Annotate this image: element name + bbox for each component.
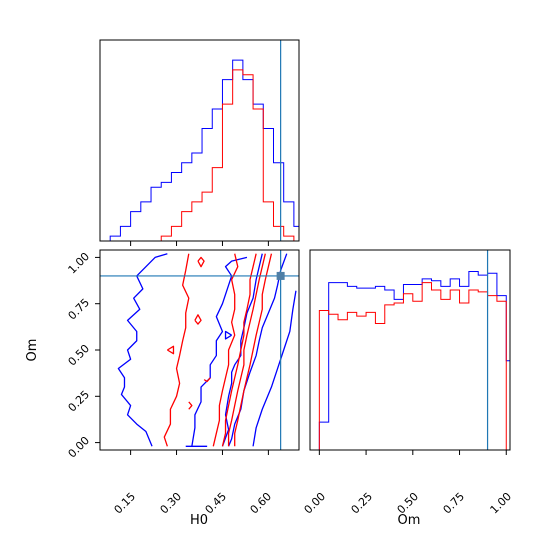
histogram-panel-h0 [99,39,300,246]
panel-frame [99,39,300,242]
histogram-series-blue [310,270,510,451]
histogram-series-blue [100,59,299,242]
contour-line-red [163,253,190,447]
y-tick-label-om: 0.25 [66,388,93,415]
histogram-series-red [100,69,299,242]
contour-line-blue [221,253,263,447]
contour-line-red [234,253,273,447]
contour-lines [117,253,297,447]
contour-line-red [188,401,193,410]
contour-line-blue [224,330,232,340]
contour-panel-h0-om [95,249,300,455]
y-tick-label-om: 1.00 [66,250,93,277]
x-tick-label-h0: 0.30 [158,490,185,517]
contour-line-red [197,256,205,268]
contour-line-red [227,253,266,447]
truth-point [276,271,285,280]
x-tick-label-om: 0.00 [302,490,329,517]
x-tick-label-om: 0.75 [441,490,468,517]
y-tick-label-om: 0.75 [66,296,93,323]
contour-line-blue [117,253,168,447]
contour-line-red [203,377,211,383]
contour-line-red [194,314,202,325]
contour-line-red [212,253,239,447]
panel-frame [309,249,511,451]
contour-y-tick-labels: 0.00 0.25 0.50 0.75 1.00 [66,250,93,461]
contour-line-blue [191,256,248,447]
x-tick-label-h0: 0.60 [248,490,275,517]
x-axis-label-om: Om [398,513,421,528]
x-tick-label-om: 1.00 [488,490,515,517]
panel-frame [99,249,300,451]
x-axis-label-h0: H0 [190,513,208,528]
x-tick-label-h0: 0.15 [112,490,139,517]
y-tick-label-om: 0.50 [66,342,93,369]
x-tick-label-om: 0.25 [349,490,376,517]
contour-line-blue [227,253,288,447]
histogram-series-red [310,282,510,451]
contour-line-red [167,345,175,355]
histogram-panel-om [309,249,511,455]
y-tick-label-om: 0.00 [66,434,93,461]
contour-line-red [221,253,257,447]
y-axis-label-om: Om [25,339,40,362]
contour-line-blue [252,290,297,447]
